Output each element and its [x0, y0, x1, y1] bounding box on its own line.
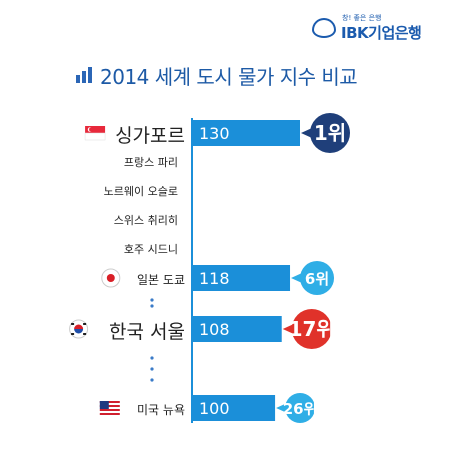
rank-badge: 17위 — [282, 309, 335, 349]
rank-label: 17위 — [289, 317, 335, 341]
ellipsis-dot — [150, 356, 154, 360]
logo-tagline: 창! 좋은 은행 — [342, 14, 382, 22]
bar-chart-icon — [76, 67, 92, 83]
city-label: 프랑스 파리 — [123, 156, 178, 169]
bar-value-label: 130 — [199, 124, 230, 143]
ellipsis-dot — [150, 304, 154, 308]
bar-value-label: 100 — [199, 399, 230, 418]
ellipsis-dot — [150, 298, 154, 302]
chart-title: 2014 세계 도시 물가 지수 비교 — [100, 64, 358, 89]
city-label: 미국 뉴욕 — [137, 402, 185, 417]
rank-label: 6위 — [305, 270, 329, 288]
bar-value-label: 108 — [199, 320, 230, 339]
rank-label: 26위 — [283, 400, 318, 418]
bar-item-0 — [192, 120, 300, 146]
japan-flag-icon — [101, 268, 121, 288]
rank-label: 1위 — [314, 121, 346, 145]
title-block: 2014 세계 도시 물가 지수 비교 — [76, 60, 358, 90]
city-label: 한국 서울 — [109, 321, 185, 344]
ibk-logo: 창! 좋은 은행 IBK기업은행 — [312, 12, 436, 42]
city-label: 일본 도쿄 — [137, 272, 185, 287]
usa-flag-icon — [99, 401, 120, 415]
ellipsis-dot — [150, 367, 154, 371]
city-label: 노르웨이 오슬로 — [103, 185, 178, 198]
ellipsis-dot — [150, 378, 154, 382]
rank-badge: 1위 — [301, 113, 350, 153]
bar-item-1 — [192, 265, 291, 291]
ibk-logo-icon — [312, 18, 336, 38]
city-label: 호주 시드니 — [123, 243, 178, 256]
korea-flag-icon — [69, 319, 89, 339]
rank-badge: 6위 — [291, 261, 335, 295]
city-label: 싱가포르 — [115, 125, 185, 148]
bar-value-label: 118 — [199, 269, 230, 288]
rank-badge: 26위 — [276, 393, 317, 423]
logo-brand: IBK기업은행 — [341, 24, 422, 42]
bar-item-2 — [192, 316, 282, 342]
singapore-flag-icon — [84, 126, 106, 141]
bar-item-3 — [192, 395, 276, 421]
city-label: 스위스 취리히 — [113, 214, 178, 227]
